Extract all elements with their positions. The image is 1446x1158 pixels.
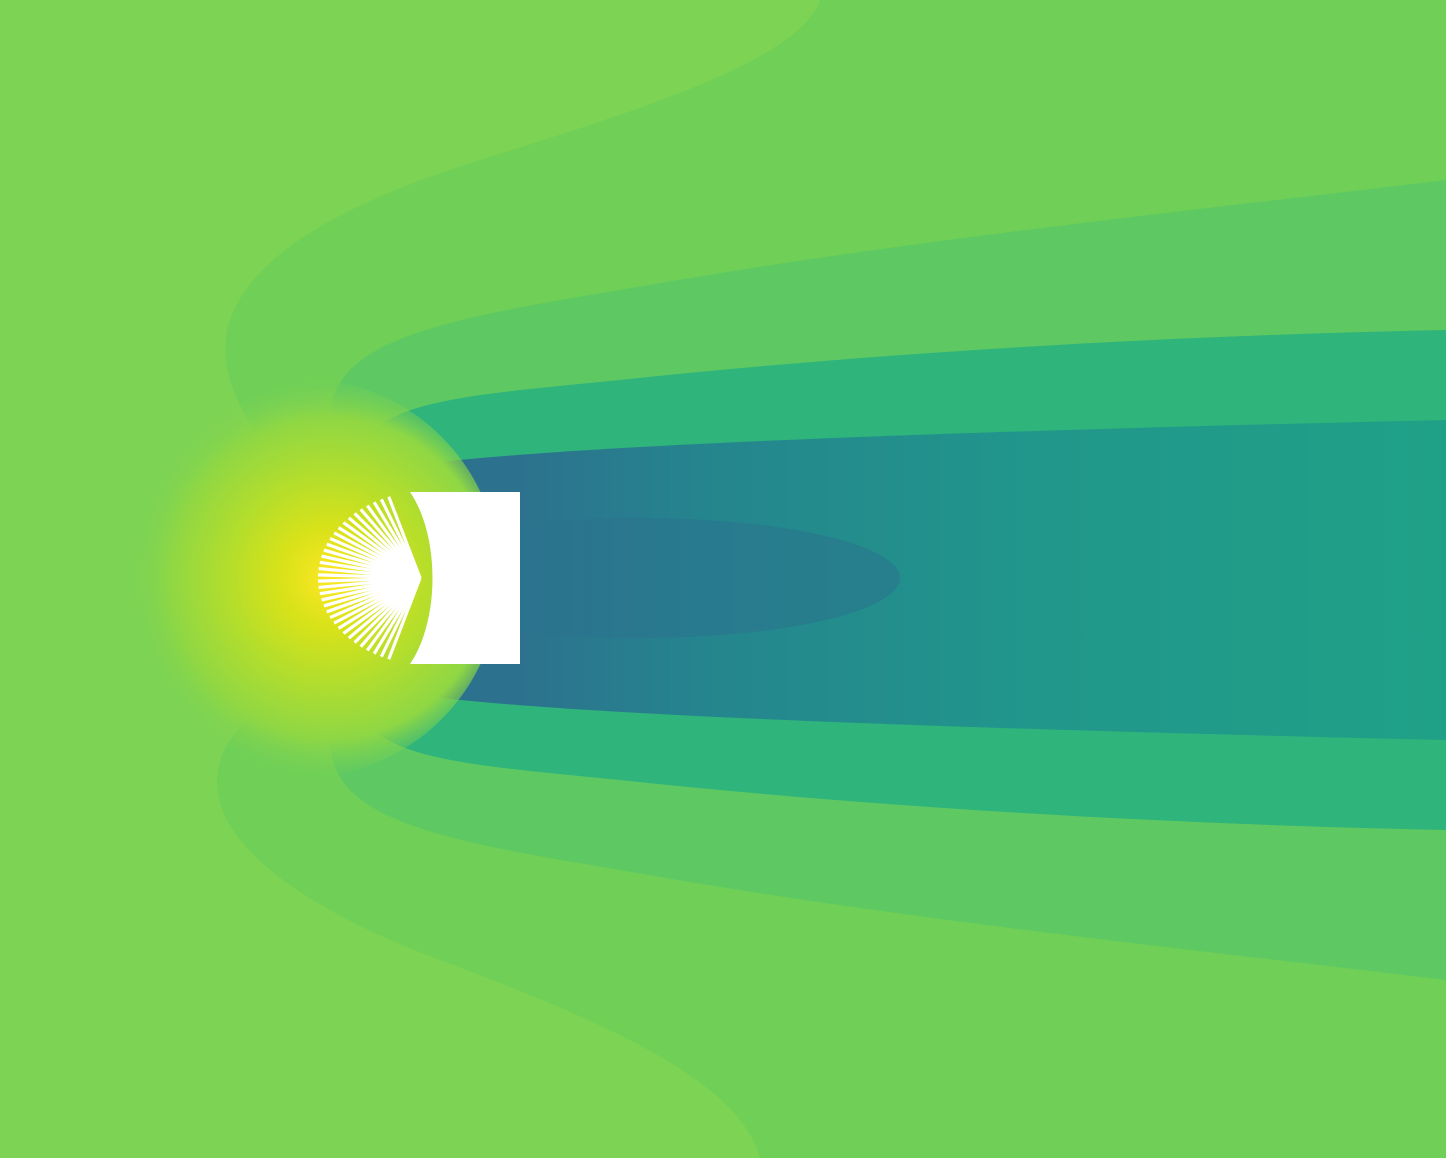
fan-line: [387, 496, 422, 579]
stagnation-region: [100, 378, 500, 778]
wake-region: [380, 420, 1446, 740]
obstacle-body: [410, 492, 520, 664]
fan-lines: [318, 496, 422, 660]
